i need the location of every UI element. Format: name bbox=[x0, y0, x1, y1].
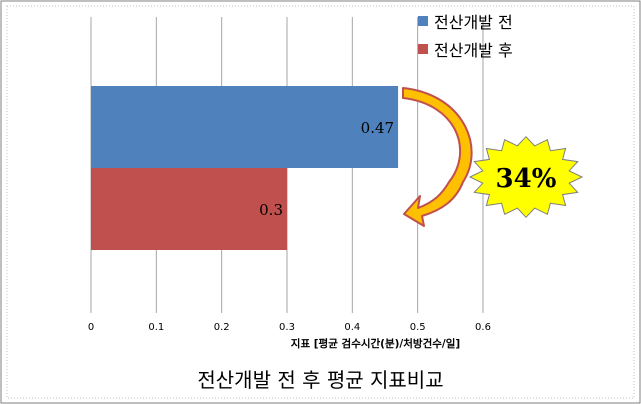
legend-label-after: 전산개발 후 bbox=[434, 41, 513, 60]
x-axis-title: 지표 [평균 검수시간(분)/처방건수/일] bbox=[290, 338, 461, 350]
legend-item-after: 전산개발 후 bbox=[418, 37, 513, 61]
x-tick-label: 0.4 bbox=[344, 322, 360, 333]
chart-title: 전산개발 전 후 평균 지표비교 bbox=[197, 368, 444, 392]
x-tick-label: 0 bbox=[88, 322, 94, 333]
legend-swatch-before bbox=[418, 16, 428, 26]
x-tick-label: 0.6 bbox=[475, 322, 491, 333]
x-tick-label: 0.2 bbox=[214, 322, 230, 333]
bar-value-label: 0.47 bbox=[361, 119, 394, 137]
starburst-badge bbox=[468, 135, 584, 219]
legend-label-before: 전산개발 전 bbox=[434, 13, 513, 32]
legend-item-before: 전산개발 전 bbox=[418, 9, 513, 33]
inner-border bbox=[6, 5, 635, 399]
x-tick-labels: 0 0.1 0.2 0.3 0.4 0.5 0.6 bbox=[88, 322, 491, 333]
x-tick-label: 0.1 bbox=[148, 322, 164, 333]
annotation: 34% bbox=[402, 87, 584, 227]
bar bbox=[91, 86, 399, 168]
curved-arrow bbox=[402, 87, 473, 227]
legend-swatch-after bbox=[418, 44, 428, 54]
bar-value-label: 0.3 bbox=[259, 201, 283, 219]
x-tick-label: 0.3 bbox=[279, 322, 295, 333]
reduction-percent-label: 34% bbox=[496, 164, 557, 194]
x-tick-label: 0.5 bbox=[410, 322, 426, 333]
bars: 0.47 0.3 bbox=[91, 86, 399, 250]
bar bbox=[91, 168, 287, 250]
